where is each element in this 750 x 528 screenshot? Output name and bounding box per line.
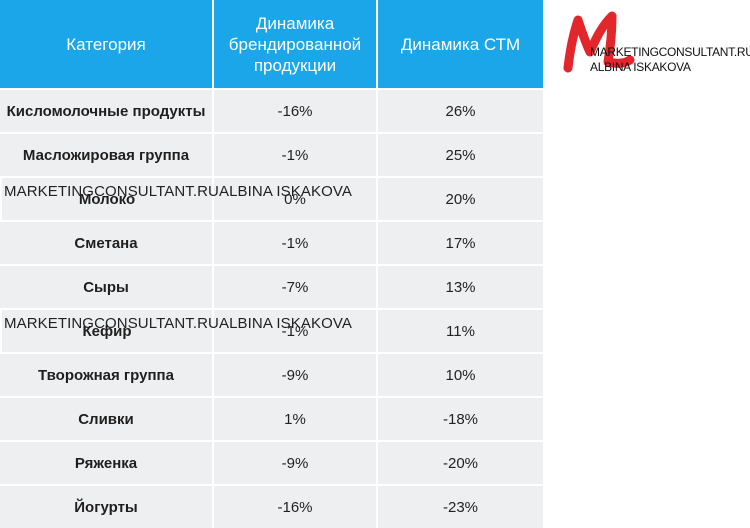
brand-cell: 0% (212, 178, 376, 220)
logo-line2: ALBINA ISKAKOVA (590, 60, 691, 74)
table-row: Ряженка -9% -20% (0, 440, 543, 484)
stm-cell: 17% (376, 222, 543, 264)
brand-cell: -7% (212, 266, 376, 308)
logo-m-icon (563, 11, 635, 73)
table-row: Сливки 1% -18% (0, 396, 543, 440)
watermark-line2: ALBINA ISKAKOVA (219, 315, 352, 332)
stm-cell: -20% (376, 442, 543, 484)
brand-cell: -16% (212, 90, 376, 132)
category-cell: Масложировая группа (22, 146, 190, 164)
category-cell: Сливки (78, 410, 134, 428)
table-row: Йогурты -16% -23% (0, 484, 543, 528)
brand-cell: -1% (212, 310, 376, 352)
watermark-line1: MARKETINGCONSULTANT.RU (4, 315, 219, 332)
brand-cell: -1% (212, 222, 376, 264)
table-row: Масложировая группа -1% 25% (0, 132, 543, 176)
stm-cell: 11% (376, 310, 543, 352)
header-stm-dynamics: Динамика СТМ (376, 0, 543, 88)
category-cell: Молоко (0, 178, 212, 220)
brand-cell: -1% (212, 134, 376, 176)
watermark: MARKETINGCONSULTANT.RU ALBINA ISKAKOVA (4, 315, 352, 332)
header-brand-dynamics: Динамика брендированной продукции (212, 0, 376, 88)
stm-cell: 26% (376, 90, 543, 132)
stm-cell: -23% (376, 486, 543, 528)
logo-line1: MARKETINGCONSULTANT.RU (590, 45, 750, 59)
category-cell: Сыры (83, 278, 129, 296)
table-header: Категория Динамика брендированной продук… (0, 0, 543, 88)
brand-cell: 1% (212, 398, 376, 440)
table-row: Творожная группа -9% 10% (0, 352, 543, 396)
category-cell: Сметана (74, 234, 138, 252)
category-cell: Творожная группа (38, 366, 174, 384)
table-row: Кисломолочные продукты -16% 26% (0, 88, 543, 132)
data-table: Категория Динамика брендированной продук… (0, 0, 543, 528)
stm-cell: 25% (376, 134, 543, 176)
category-cell: Ряженка (74, 454, 138, 472)
table-row: MARKETINGCONSULTANT.RU ALBINA ISKAKOVA М… (0, 176, 543, 220)
table-row: MARKETINGCONSULTANT.RU ALBINA ISKAKOVA К… (0, 308, 543, 352)
watermark-line2: ALBINA ISKAKOVA (219, 183, 352, 200)
logo-text: MARKETINGCONSULTANT.RU ALBINA ISKAKOVA (590, 45, 750, 75)
stm-cell: -18% (376, 398, 543, 440)
category-cell: Кефир (0, 310, 212, 352)
stm-cell: 13% (376, 266, 543, 308)
watermark-line1: MARKETINGCONSULTANT.RU (4, 183, 219, 200)
category-cell: Кисломолочные продукты (6, 102, 206, 120)
brand-cell: -16% (212, 486, 376, 528)
header-category: Категория (66, 34, 146, 54)
table-row: Сметана -1% 17% (0, 220, 543, 264)
watermark: MARKETINGCONSULTANT.RU ALBINA ISKAKOVA (4, 183, 352, 200)
stm-cell: 20% (376, 178, 543, 220)
table-row: Сыры -7% 13% (0, 264, 543, 308)
brand-cell: -9% (212, 442, 376, 484)
brand-cell: -9% (212, 354, 376, 396)
stm-cell: 10% (376, 354, 543, 396)
category-cell: Йогурты (74, 498, 138, 516)
